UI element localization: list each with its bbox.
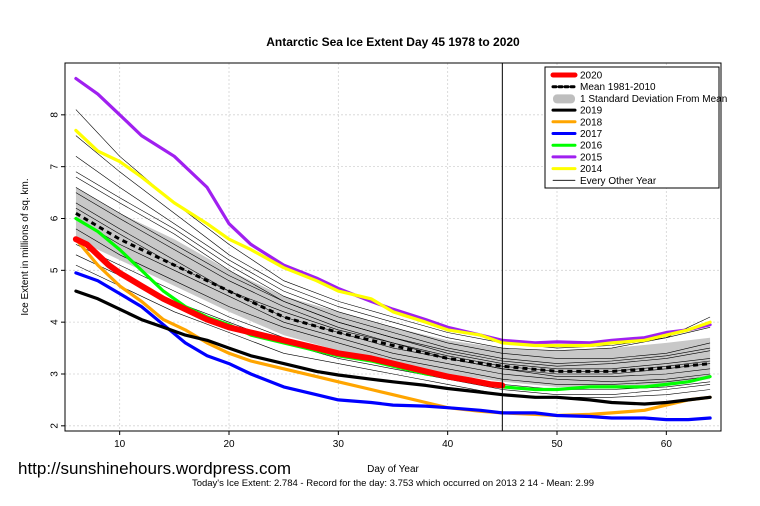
y-tick-label: 8 (50, 112, 61, 118)
axes: 10 20 30 40 50 60 2 3 4 5 6 7 8 (50, 112, 673, 450)
legend-item: Mean 1981-2010 (551, 82, 656, 93)
x-tick-label: 40 (442, 439, 454, 450)
other-year-line (75, 135, 711, 352)
legend-item: 1 Standard Deviation From Mean (553, 94, 727, 105)
watermark-url: http://sunshinehours.wordpress.com (18, 459, 292, 478)
legend-item: 2018 (551, 117, 603, 128)
series-line-2020 (72, 236, 506, 389)
x-tick-label: 50 (551, 439, 563, 450)
legend-label: 2014 (580, 164, 603, 175)
other-year-line (75, 218, 711, 383)
y-tick-label: 4 (50, 319, 61, 325)
legend-item: 2019 (551, 106, 603, 117)
other-year-line (75, 187, 711, 367)
plot-area (65, 63, 721, 431)
other-year-line (75, 156, 711, 359)
x-tick-label: 30 (333, 439, 345, 450)
legend-label: Mean 1981-2010 (580, 82, 656, 93)
series-line-2014 (74, 128, 712, 348)
y-axis-label: Ice Extent in millions of sq. km. (20, 178, 31, 315)
std-dev-band (75, 187, 711, 387)
series-line-2019 (74, 289, 712, 406)
legend-item: 2015 (551, 152, 603, 163)
other-year-line (75, 171, 711, 364)
legend-label: 2016 (580, 141, 603, 152)
y-tick-label: 6 (50, 215, 61, 221)
footer-text: Today's Ice Extent: 2.784 - Record for t… (192, 478, 594, 489)
y-tick-label: 3 (50, 371, 61, 377)
y-tick-label: 7 (50, 163, 61, 169)
legend-swatch (553, 94, 575, 104)
legend-item: 2016 (551, 141, 603, 152)
legend-label: 2017 (580, 129, 603, 140)
other-year-line (75, 202, 711, 377)
x-tick-label: 60 (661, 439, 673, 450)
legend-label: 2015 (580, 152, 603, 163)
series-line-2015 (74, 76, 712, 345)
y-tick-label: 2 (50, 423, 61, 429)
legend-label: 2018 (580, 117, 603, 128)
legend-item: 2014 (551, 164, 603, 175)
other-year-line (75, 264, 711, 398)
legend-label: Every Other Year (580, 176, 657, 187)
chart-title: Antarctic Sea Ice Extent Day 45 1978 to … (266, 35, 520, 49)
x-tick-label: 10 (114, 439, 126, 450)
x-tick-label: 20 (223, 439, 235, 450)
other-year-line (75, 228, 711, 385)
legend-label: 1 Standard Deviation From Mean (580, 94, 727, 105)
legend-item: 2020 (550, 71, 603, 82)
y-tick-label: 5 (50, 267, 61, 273)
legend-item: 2017 (551, 129, 603, 140)
legend-label: 2019 (580, 106, 603, 117)
legend-label: 2020 (580, 71, 603, 82)
legend-item: Every Other Year (552, 176, 657, 187)
plot-frame (64, 62, 722, 432)
series-line-2018 (74, 237, 712, 418)
mean-line (75, 212, 711, 373)
x-axis-label: Day of Year (367, 464, 419, 475)
